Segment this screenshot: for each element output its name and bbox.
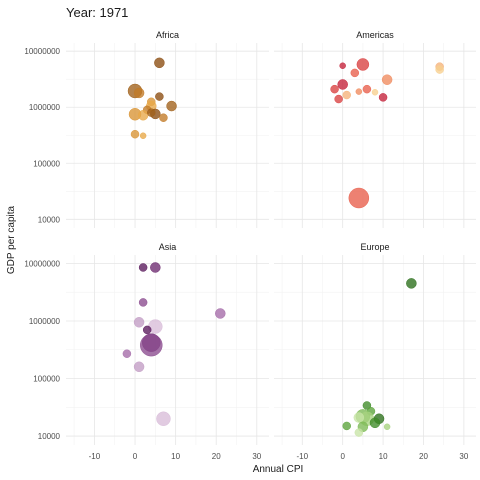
data-point [133,361,145,373]
data-point [122,349,132,358]
y-tick-label: 1000000 [29,317,61,326]
facet-panel-europe: Europe -10 0 10 20 30 [274,242,476,461]
data-point [137,109,149,121]
data-point [383,423,391,431]
facet-panel-americas: Americas [274,30,476,228]
y-tick-label: 1000000 [29,103,61,112]
data-point [140,333,163,357]
x-tick-label: 10 [171,452,180,461]
data-point [138,298,148,307]
x-tick-label: 20 [419,452,428,461]
data-point [334,94,343,104]
data-point [147,108,156,117]
data-point [362,401,372,410]
facet-title-americas: Americas [356,30,394,40]
data-point [355,88,363,95]
data-point [130,129,140,139]
facet-title-africa: Africa [156,30,179,40]
x-tick-label: 30 [252,452,261,461]
data-point [337,79,348,90]
data-point [215,308,226,319]
data-point [369,417,381,429]
facet-panels: Africa10000100000100000010000000Americas… [24,30,476,461]
facet-title-europe: Europe [360,242,389,252]
x-tick-label: 0 [340,452,345,461]
data-point [371,89,379,96]
data-point [354,428,364,437]
data-point [342,421,351,431]
y-tick-label: 10000000 [24,47,60,56]
data-point [133,87,145,99]
x-axis-title: Annual CPI [253,464,304,475]
data-point [339,62,346,69]
data-point [159,113,168,122]
facet-panel-africa: Africa 10000 100000 1000000 10000000 [24,30,269,228]
data-point [350,68,360,78]
data-point [356,58,370,71]
data-point [330,84,339,94]
data-point [378,93,388,102]
data-point [156,411,171,427]
data-point [342,90,351,100]
data-point [155,92,164,101]
data-point [142,325,152,335]
data-point [406,278,417,289]
y-tick-label: 100000 [33,159,60,168]
data-point [139,132,147,139]
facet-title-asia: Asia [159,242,177,252]
y-tick-label: 10000000 [24,259,60,268]
data-point [138,263,148,272]
x-tick-label: -10 [89,452,101,461]
y-tick-label: 10000 [38,432,61,441]
x-tick-label: -10 [296,452,308,461]
data-point [362,84,372,94]
y-tick-label: 100000 [33,375,60,384]
data-point [353,412,365,423]
x-tick-label: 10 [379,452,388,461]
data-point [150,262,161,273]
data-point [166,100,177,112]
x-tick-label: 20 [212,452,221,461]
y-tick-label: 10000 [38,215,61,224]
data-point [381,74,393,85]
x-tick-label: 0 [133,452,138,461]
facet-panel-asia: Asia 10000 100000 1000000 10000000 -10 0 10 20 30 [24,242,269,461]
y-axis-title: GDP per capita [6,205,17,274]
chart-title: Year: 1971 [66,5,128,20]
data-point [348,187,370,209]
data-point [133,317,145,328]
data-point [154,57,165,69]
x-tick-label: 30 [459,452,468,461]
data-point [435,65,444,74]
